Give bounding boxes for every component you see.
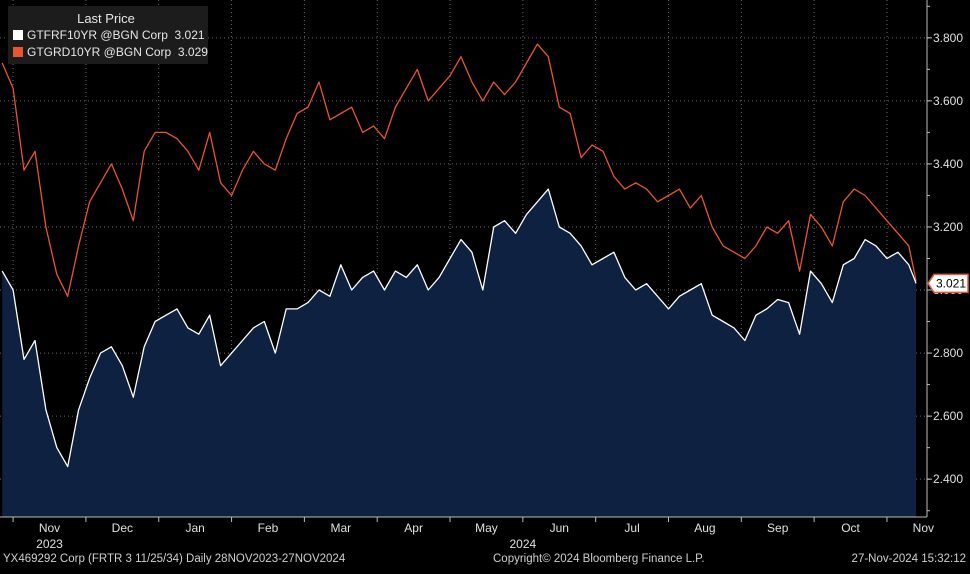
y-tick-label: 3.200 (933, 220, 963, 234)
y-tick-label: 2.400 (933, 472, 963, 486)
x-tick-label: Dec (112, 521, 133, 535)
x-year-label: 2023 (36, 537, 63, 551)
x-tick-label: Nov (913, 521, 934, 535)
series-line-0 (1, 188, 917, 468)
y-tick-label: 3.800 (933, 31, 963, 45)
y-tick-label: 2.800 (933, 346, 963, 360)
y-tick-label: 3.400 (933, 157, 963, 171)
x-tick-label: Oct (841, 521, 860, 535)
x-tick-label: Mar (330, 521, 351, 535)
legend-title: Last Price (77, 11, 135, 26)
footer-security: YX469292 Corp (FRTR 3 11/25/34) Daily 28… (3, 553, 346, 565)
footer-timestamp: 27-Nov-2024 15:32:12 (851, 553, 966, 565)
last-value-tag (927, 273, 969, 294)
legend: Last Price GTFRF10YR @BGN Corp 3.021 GTG… (8, 6, 208, 64)
x-tick-label: May (475, 521, 498, 535)
series-area-0 (2, 189, 917, 517)
x-tick-label: Nov (39, 521, 60, 535)
x-year-label: 2024 (509, 537, 536, 551)
legend-swatch-orange (13, 47, 23, 57)
y-tick-label: 3.600 (933, 94, 963, 108)
legend-value: 3.021 (174, 28, 205, 42)
legend-value: 3.029 (177, 45, 208, 59)
x-tick-label: Sep (767, 521, 789, 535)
legend-entry-french: GTFRF10YR @BGN Corp 3.021 (13, 28, 205, 42)
last-value-tag-label: 3.021 (936, 276, 966, 290)
x-tick-label: Jan (185, 521, 204, 535)
legend-label: GTGRD10YR @BGN Corp (27, 45, 172, 59)
legend-label: GTFRF10YR @BGN Corp (27, 28, 168, 42)
series-line-1 (1, 43, 917, 297)
x-tick-label: Apr (404, 521, 423, 535)
x-tick-label: Jul (624, 521, 639, 535)
footer-copyright: Copyright© 2024 Bloomberg Finance L.P. (493, 553, 705, 565)
y-tick-label: 2.600 (933, 409, 963, 423)
legend-swatch-white (13, 30, 23, 40)
x-tick-label: Jun (550, 521, 569, 535)
x-tick-label: Feb (258, 521, 279, 535)
legend-entry-greek: GTGRD10YR @BGN Corp 3.029 (13, 45, 208, 59)
x-tick-label: Aug (694, 521, 715, 535)
